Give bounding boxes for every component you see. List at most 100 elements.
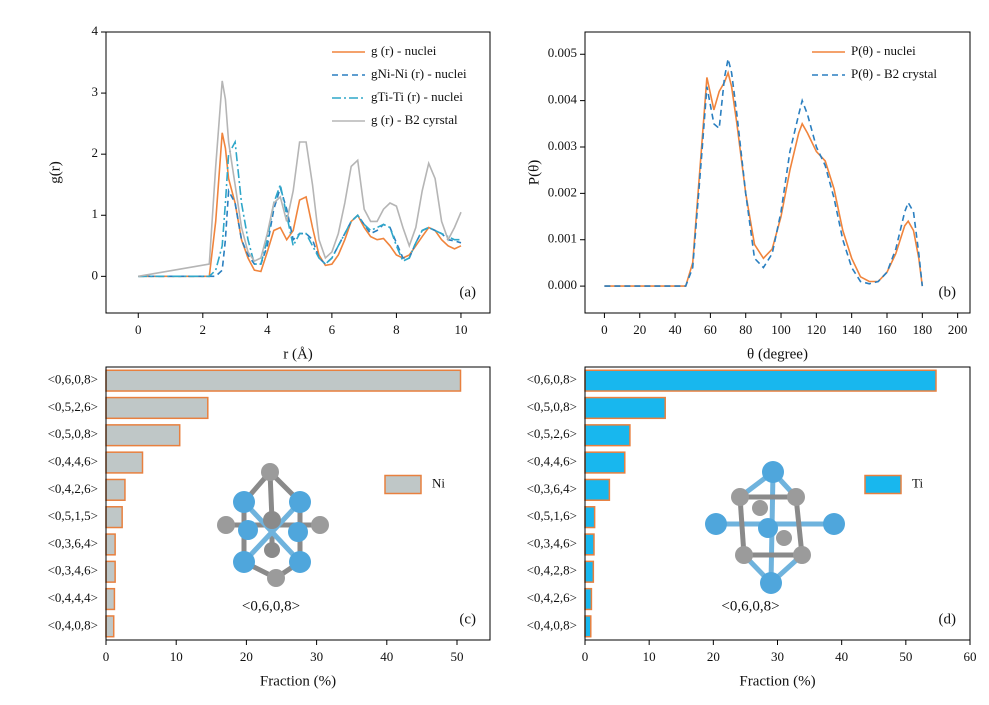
bar [106,561,115,582]
x-tick-label: 30 [771,649,784,664]
x-tick-label: 10 [643,649,656,664]
figure: 0246810r (Å)(a)01234g(r)g (r) - nucleigN… [0,0,989,705]
y-tick-label: <0,3,4,6> [48,563,98,578]
legend-label: P(θ) - B2 crystal [851,66,937,81]
bar [106,370,461,391]
x-tick-label: 4 [264,322,271,337]
legend-label: gNi-Ni (r) - nuclei [371,66,467,81]
panel-label: (d) [939,611,957,627]
x-tick-label: 80 [739,322,752,337]
bar [106,452,143,473]
y-tick-label: <0,5,0,8> [48,426,98,441]
y-tick-label: 0.000 [548,277,577,292]
bar [106,479,125,500]
y-tick-label: <0,4,0,8> [48,617,98,632]
x-axis-label: r (Å) [283,346,313,362]
y-tick-label: <0,5,2,6> [48,399,98,414]
x-tick-label: 60 [704,322,717,337]
bar [585,370,936,391]
bar [585,452,625,473]
x-tick-label: 20 [707,649,720,664]
y-tick-label: 3 [92,84,99,99]
x-tick-label: 2 [200,322,207,337]
x-tick-label: 0 [601,322,608,337]
y-tick-label: <0,3,6,4> [527,481,577,496]
x-axis-label: Fraction (%) [739,673,815,689]
y-tick-label: 0 [92,267,99,282]
y-tick-label: <0,5,1,5> [48,508,98,523]
y-tick-label: <0,6,0,8> [527,372,577,387]
series-line [604,73,922,286]
y-tick-label: <0,4,2,8> [527,563,577,578]
x-tick-label: 60 [964,649,977,664]
x-tick-label: 160 [877,322,897,337]
inset-label: <0,6,0,8> [242,598,300,614]
legend-label: gTi-Ti (r) - nuclei [371,89,463,104]
bar [106,425,180,446]
x-tick-label: 30 [310,649,323,664]
bar [585,425,630,446]
x-tick-label: 120 [807,322,827,337]
inset-label: <0,6,0,8> [721,598,779,614]
bar [585,589,591,610]
bar [106,589,114,610]
x-tick-label: 200 [948,322,968,337]
bar [585,398,665,419]
series-line [138,133,461,276]
x-tick-label: 20 [240,649,253,664]
x-tick-label: 0 [135,322,142,337]
x-tick-label: 40 [380,649,393,664]
x-tick-label: 40 [835,649,848,664]
y-tick-label: 0.004 [548,92,578,107]
x-tick-label: 6 [329,322,336,337]
y-tick-label: 0.002 [548,184,577,199]
legend-swatch [865,476,901,494]
x-axis-label: Fraction (%) [260,673,336,689]
y-tick-label: 0.003 [548,138,577,153]
x-tick-label: 0 [103,649,110,664]
bar [106,534,115,555]
y-tick-label: 0.001 [548,231,577,246]
x-axis-label: θ (degree) [747,346,808,362]
x-tick-label: 140 [842,322,862,337]
x-tick-label: 40 [669,322,682,337]
y-axis-label: g(r) [47,161,63,184]
y-tick-label: 1 [92,206,99,221]
x-tick-label: 20 [633,322,646,337]
series-line [138,142,461,276]
series-line [138,81,461,276]
x-tick-label: 0 [582,649,589,664]
y-tick-label: 4 [92,23,99,38]
bar [585,507,595,528]
legend-label: Ni [432,475,445,490]
x-tick-label: 10 [170,649,183,664]
y-tick-label: <0,4,2,6> [48,481,98,496]
legend-label: Ti [912,475,923,490]
legend-label: g (r) - B2 cyrstal [371,112,458,127]
y-tick-label: <0,5,2,6> [527,426,577,441]
legend-label: P(θ) - nuclei [851,43,916,58]
y-tick-label: <0,4,2,6> [527,590,577,605]
bar [585,561,593,582]
y-tick-label: <0,3,4,6> [527,535,577,550]
x-tick-label: 50 [451,649,464,664]
y-tick-label: <0,4,4,6> [48,454,98,469]
y-tick-label: <0,4,0,8> [527,617,577,632]
x-tick-label: 10 [454,322,467,337]
panel-label: (c) [459,611,476,627]
bar [106,616,114,637]
x-tick-label: 100 [771,322,791,337]
x-tick-label: 180 [913,322,933,337]
y-tick-label: <0,5,1,6> [527,508,577,523]
bar [106,507,122,528]
y-tick-label: <0,6,0,8> [48,372,98,387]
y-tick-label: <0,5,0,8> [527,399,577,414]
y-tick-label: <0,3,6,4> [48,535,98,550]
y-axis-label: P(θ) [526,160,542,186]
y-tick-label: <0,4,4,6> [527,454,577,469]
panel-label: (b) [939,284,957,300]
x-tick-label: 50 [899,649,912,664]
y-tick-label: 2 [92,145,99,160]
bar [585,479,609,500]
legend-swatch [385,476,421,494]
